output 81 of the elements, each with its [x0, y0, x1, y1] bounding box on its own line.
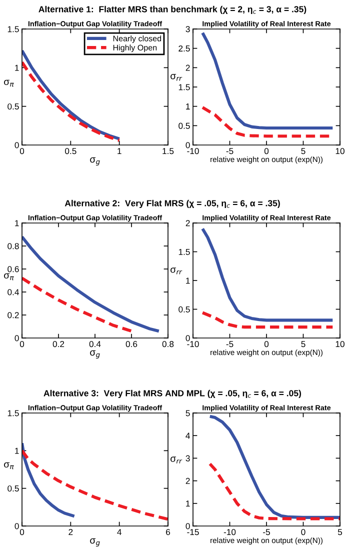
x-tick-label: 10 [336, 148, 344, 154]
y-axis-title: σ$_{π}$ [4, 273, 14, 280]
y-tick-label: 0 [14, 523, 19, 530]
x-tick-label: -15 [187, 529, 199, 536]
y-tick-label: 1 [15, 64, 19, 71]
x-tick-label: 10 [336, 341, 344, 348]
x-tick-label: 2 [68, 529, 73, 536]
y-tick-label: 3 [186, 455, 190, 462]
y-tick-label: 0.6 [8, 266, 19, 272]
chart-title: Alternative 1: Flatter MRS than benchmark (χ = 2, η$_{c}$ = 3, α = .35) [38, 6, 306, 14]
y-tick-label: 0 [186, 335, 190, 342]
x-tick-label: -5 [226, 148, 234, 154]
x-axis-title: σ$_{g}$ [90, 157, 100, 166]
x-tick-label: 0.2 [52, 341, 64, 348]
y-tick-label: 0.5 [178, 306, 190, 312]
y-tick-label: 1 [186, 500, 190, 507]
y-tick-label: 1.5 [178, 84, 190, 90]
x-tick-label: 0 [264, 341, 269, 348]
y-tick-label: 0.5 [8, 103, 19, 110]
y-tick-label: 1 [186, 104, 190, 110]
x-tick-label: 0.8 [162, 341, 174, 348]
x-tick-label: 1 [118, 148, 122, 154]
line-series [22, 442, 76, 518]
y-axis-title: σ$_{π}$ [4, 80, 14, 87]
y-tick-label: 0 [186, 142, 190, 148]
x-tick-label: -5 [226, 341, 234, 348]
x-tick-label: 0 [264, 148, 269, 154]
y-axis-title: σ$_{rr}$ [170, 268, 182, 274]
x-tick-label: 0.4 [89, 341, 101, 348]
line-series [208, 462, 340, 520]
y-axis-title: σ$_{π}$ [4, 462, 14, 470]
x-tick-label: 0 [20, 341, 24, 348]
x-tick-label: -10 [187, 341, 199, 348]
x-tick-label: 0 [301, 529, 306, 536]
y-tick-label: 0.4 [8, 289, 19, 296]
y-tick-label: 1.5 [8, 26, 19, 32]
y-tick-label: 0 [14, 335, 19, 342]
x-tick-label: -10 [187, 148, 199, 154]
x-tick-label: 0.5 [65, 148, 76, 154]
legend-label: Nearly closed [113, 35, 162, 43]
y-tick-label: 3 [186, 26, 190, 32]
x-axis-title: σ$_{g}$ [90, 538, 100, 547]
y-axis-title: σ$_{rr}$ [170, 74, 182, 81]
y-tick-label: 0.8 [8, 243, 19, 250]
y-axis-title: σ$_{rr}$ [170, 456, 182, 464]
y-tick-label: 5 [186, 410, 190, 416]
line-series [201, 31, 334, 130]
x-tick-label: 4 [117, 529, 122, 536]
x-tick-label: 6 [166, 529, 170, 536]
y-tick-label: 1.5 [8, 410, 19, 416]
y-tick-label: 1 [15, 220, 19, 226]
y-tick-label: 2 [186, 64, 190, 71]
x-tick-label: 1.5 [162, 148, 174, 154]
y-tick-label: 0 [14, 142, 19, 148]
y-tick-label: 0.2 [8, 312, 19, 318]
y-tick-label: 2.5 [178, 45, 190, 52]
y-tick-label: 1 [186, 278, 190, 284]
line-series [201, 311, 334, 329]
y-tick-label: 2 [186, 220, 190, 226]
x-tick-label: 0 [20, 148, 24, 154]
x-tick-label: 5 [301, 341, 306, 348]
line-series [22, 449, 168, 521]
chart-title: Alternative 3: Very Flat MRS AND MPL (χ = .05, η$_{c}$ = 6, α = .05) [44, 390, 302, 398]
y-tick-label: 2 [186, 478, 190, 484]
x-tick-label: -5 [263, 529, 270, 536]
y-tick-label: 0.5 [178, 122, 190, 129]
y-tick-label: 4 [186, 432, 190, 439]
x-tick-label: 5 [338, 529, 342, 536]
x-tick-label: 5 [301, 148, 306, 154]
line-series [22, 235, 160, 333]
legend-label: Highly Open [113, 44, 157, 52]
x-axis-title: σ$_{g}$ [90, 350, 100, 359]
line-series [201, 227, 334, 322]
x-tick-label: -10 [224, 529, 236, 536]
y-tick-label: 0 [186, 523, 190, 530]
y-tick-label: 0.5 [8, 485, 19, 492]
y-tick-label: 1 [15, 448, 19, 454]
y-tick-label: 1.5 [178, 248, 190, 255]
x-tick-label: 0.6 [126, 341, 138, 348]
chart-title: Alternative 2: Very Flat MRS (χ = .05, η$_{c}$ = 6, α = .35) [64, 200, 280, 208]
x-tick-label: 0 [20, 529, 24, 536]
